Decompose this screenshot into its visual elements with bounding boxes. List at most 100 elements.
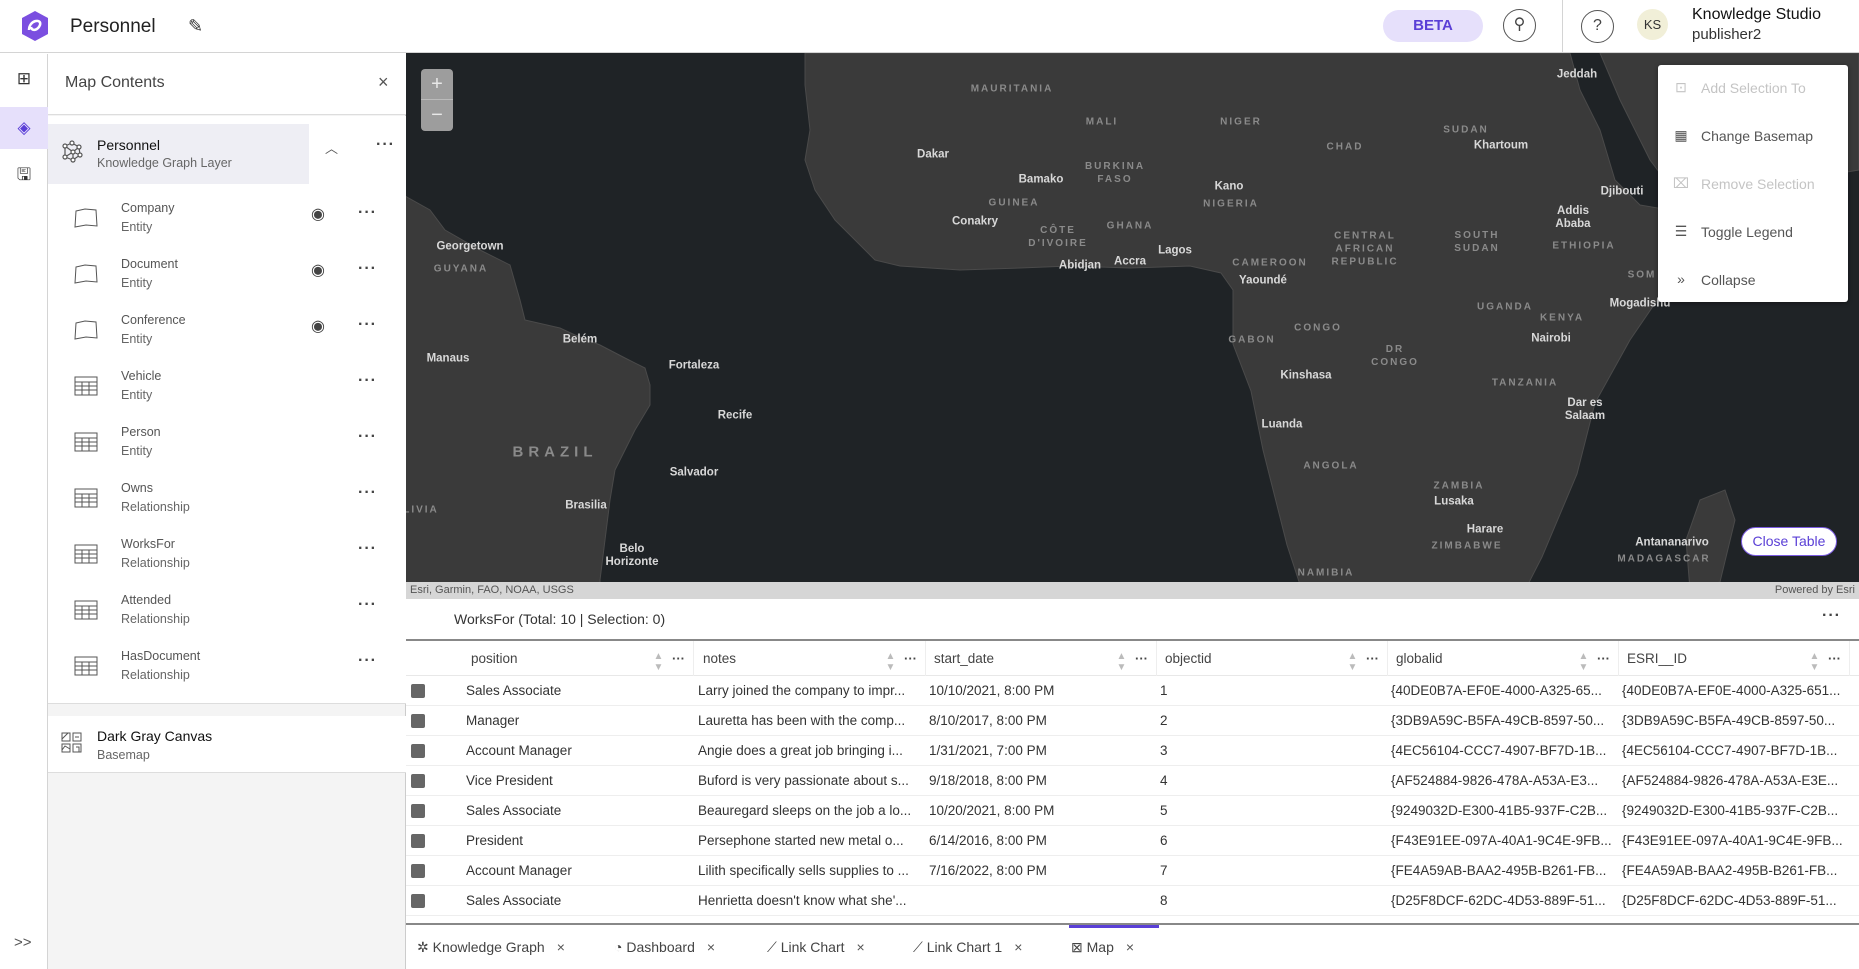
column-header-globalid[interactable]: globalid ▲▼ ··· (1388, 641, 1619, 676)
collapse-group-chevron-up-icon[interactable]: ︿ (325, 141, 339, 156)
layer-more-button[interactable]: ··· (358, 372, 377, 389)
layer-item-company[interactable]: Company Entity ◉ ··· (48, 192, 406, 248)
sort-icon[interactable]: ▲▼ (1578, 651, 1589, 673)
column-header-position[interactable]: position ▲▼ ··· (463, 641, 694, 676)
attribution-text[interactable]: Esri, Garmin, FAO, NOAA, USGS (410, 584, 574, 596)
layer-item-vehicle[interactable]: Vehicle Entity ··· (48, 360, 406, 416)
layer-name: Company (121, 201, 175, 215)
sort-icon[interactable]: ▲▼ (1116, 651, 1127, 673)
visibility-eye-icon[interactable]: ◉ (311, 318, 325, 335)
sort-icon[interactable]: ▲▼ (1809, 651, 1820, 673)
column-header-esri__id[interactable]: ESRI__ID ▲▼ ··· (1619, 641, 1850, 676)
edit-title-icon[interactable]: ✎ (188, 16, 204, 36)
tab-close-icon[interactable]: × (706, 939, 716, 955)
layer-more-button[interactable]: ··· (358, 260, 377, 277)
row-select-checkbox[interactable] (411, 744, 425, 758)
menu-item-collapse[interactable]: » Collapse (1658, 257, 1848, 305)
hierarchy-icon: ⊞ (16, 69, 32, 88)
rail-layers-button[interactable]: ◈ (0, 107, 48, 149)
map-view[interactable]: MAURITANIA MALI NIGER SUDAN Jeddah Khartoum CH… (406, 53, 1859, 599)
row-select-checkbox[interactable] (411, 714, 425, 728)
layer-group-personnel[interactable]: Personnel Knowledge Graph Layer (48, 124, 309, 184)
layer-more-button[interactable]: ··· (358, 596, 377, 613)
table-row[interactable]: Account Manager Angie does a great job br… (406, 736, 1859, 766)
rail-hierarchy-button[interactable]: ⊞ (0, 58, 48, 100)
basemap-type: Basemap (97, 748, 150, 762)
menu-item-toggle-legend[interactable]: ☰ Toggle Legend (1658, 209, 1848, 257)
table-row-partial[interactable] (406, 916, 1859, 923)
menu-item-add-selection-to[interactable]: ⊡ Add Selection To (1658, 65, 1848, 113)
layer-item-person[interactable]: Person Entity ··· (48, 416, 406, 472)
layer-more-button[interactable]: ··· (358, 540, 377, 557)
table-row[interactable]: Sales Associate Henrietta doesn't know wh… (406, 886, 1859, 916)
group-more-button[interactable]: ··· (376, 136, 395, 153)
visibility-eye-icon[interactable]: ◉ (311, 206, 325, 223)
row-select-checkbox[interactable] (411, 894, 425, 908)
table-row[interactable]: Vice President Buford is very passionate … (406, 766, 1859, 796)
menu-item-change-basemap[interactable]: ▦ Change Basemap (1658, 113, 1848, 161)
map-label: Belo Horizonte (605, 543, 659, 568)
tab-close-icon[interactable]: × (856, 939, 865, 955)
layer-item-document[interactable]: Document Entity ◉ ··· (48, 248, 406, 304)
tab-close-icon[interactable]: × (1125, 939, 1135, 955)
row-select-checkbox[interactable] (411, 834, 425, 848)
sort-icon[interactable]: ▲▼ (1347, 651, 1358, 673)
layer-item-owns[interactable]: Owns Relationship ··· (48, 472, 406, 528)
map-label: Djibouti (1600, 185, 1644, 198)
layer-name: Owns (121, 481, 153, 495)
layer-more-button[interactable]: ··· (358, 204, 377, 221)
column-menu-button[interactable]: ··· (1597, 651, 1610, 666)
layer-more-button[interactable]: ··· (358, 652, 377, 669)
layer-item-hasdocument[interactable]: HasDocument Relationship ··· (48, 640, 406, 696)
column-header-notes[interactable]: notes ▲▼ ··· (695, 641, 926, 676)
close-panel-button[interactable]: × (378, 72, 389, 92)
tab-knowledge-graph[interactable]: ✲ Knowledge Graph × (417, 925, 565, 969)
basemap-item[interactable]: Dark Gray Canvas Basemap (48, 716, 406, 773)
help-button[interactable]: ? (1581, 10, 1614, 43)
rail-save-button[interactable]: 🖫 (0, 154, 48, 196)
map-label: GUINEA (988, 197, 1040, 209)
layer-type: Entity (121, 388, 153, 402)
visibility-eye-icon[interactable]: ◉ (311, 262, 325, 279)
tab-close-icon[interactable]: × (1014, 939, 1023, 955)
avatar[interactable]: KS (1637, 9, 1668, 40)
tab-map[interactable]: ⊠ Map × (1071, 925, 1134, 969)
powered-by-esri[interactable]: Powered by Esri (1774, 584, 1855, 596)
table-row[interactable]: Account Manager Lilith specifically sells… (406, 856, 1859, 886)
tab-close-icon[interactable]: × (556, 939, 565, 955)
column-menu-button[interactable]: ··· (1135, 651, 1148, 666)
row-select-checkbox[interactable] (411, 804, 425, 818)
close-table-button[interactable]: Close Table (1741, 527, 1837, 556)
column-menu-button[interactable]: ··· (672, 651, 685, 666)
table-more-button[interactable]: ··· (1822, 607, 1841, 624)
table-row[interactable]: Sales Associate Larry joined the company … (406, 676, 1859, 706)
zoom-out-button[interactable]: − (431, 104, 443, 126)
table-row[interactable]: President Persephone started new metal o.… (406, 826, 1859, 856)
zoom-in-button[interactable]: + (421, 69, 453, 100)
column-header-start_date[interactable]: start_date ▲▼ ··· (926, 641, 1157, 676)
tab-dashboard[interactable]: ◔ Dashboard × (614, 925, 715, 969)
menu-item-remove-selection[interactable]: ⌧ Remove Selection (1658, 161, 1848, 209)
tab-link-chart-1[interactable]: ⟋ Link Chart 1 × (913, 925, 1022, 969)
table-row[interactable]: Sales Associate Beauregard sleeps on the … (406, 796, 1859, 826)
column-header-objectid[interactable]: objectid ▲▼ ··· (1157, 641, 1388, 676)
column-menu-button[interactable]: ··· (1366, 651, 1379, 666)
layer-item-conference[interactable]: Conference Entity ◉ ··· (48, 304, 406, 360)
row-select-checkbox[interactable] (411, 684, 425, 698)
search-button[interactable]: ⚲ (1503, 9, 1536, 42)
sort-icon[interactable]: ▲▼ (885, 651, 896, 673)
layer-more-button[interactable]: ··· (358, 484, 377, 501)
expand-panel-button[interactable]: >> (14, 934, 32, 951)
tab-link-chart[interactable]: ⟋ Link Chart × (767, 925, 865, 969)
column-menu-button[interactable]: ··· (1828, 651, 1841, 666)
sort-icon[interactable]: ▲▼ (653, 651, 664, 673)
layer-item-worksfor[interactable]: WorksFor Relationship ··· (48, 528, 406, 584)
row-select-checkbox[interactable] (411, 864, 425, 878)
layer-more-button[interactable]: ··· (358, 316, 377, 333)
layer-more-button[interactable]: ··· (358, 428, 377, 445)
table-row[interactable]: Manager Lauretta has been with the comp..… (406, 706, 1859, 736)
beta-badge[interactable]: BETA (1383, 10, 1483, 42)
layer-item-attended[interactable]: Attended Relationship ··· (48, 584, 406, 640)
column-menu-button[interactable]: ··· (904, 651, 917, 666)
row-select-checkbox[interactable] (411, 774, 425, 788)
